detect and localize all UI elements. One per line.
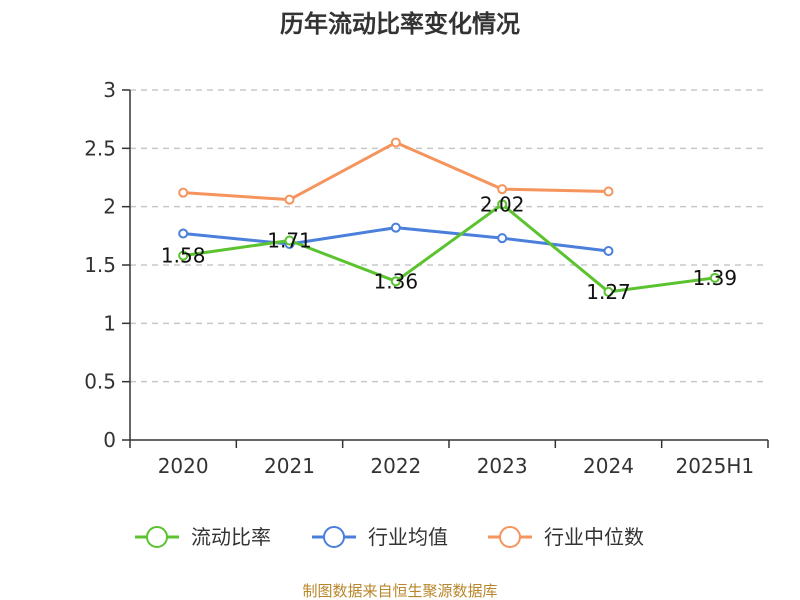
data-labels: 1.58 1.71 1.36 2.02 1.27 1.39 bbox=[161, 192, 737, 304]
y-tick-label: 3 bbox=[103, 78, 116, 102]
data-point[interactable] bbox=[390, 137, 401, 148]
data-point[interactable] bbox=[284, 235, 295, 246]
data-point[interactable] bbox=[284, 194, 295, 205]
data-label: 1.39 bbox=[693, 266, 738, 290]
legend-marker bbox=[323, 526, 345, 548]
y-tick-label: 0.5 bbox=[84, 370, 116, 394]
data-point[interactable] bbox=[390, 222, 401, 233]
legend-marker bbox=[499, 526, 521, 548]
legend-item[interactable]: 行业均值 bbox=[312, 525, 448, 549]
data-point[interactable] bbox=[497, 199, 508, 210]
data-point[interactable] bbox=[390, 276, 401, 287]
series-lines bbox=[178, 137, 720, 297]
y-tick-label: 2.5 bbox=[84, 136, 116, 160]
data-label: 1.58 bbox=[161, 244, 206, 268]
legend-item[interactable]: 流动比率 bbox=[135, 525, 271, 549]
data-label: 1.27 bbox=[586, 280, 631, 304]
data-point[interactable] bbox=[603, 286, 614, 297]
data-point[interactable] bbox=[178, 228, 189, 239]
data-label: 1.36 bbox=[374, 269, 419, 293]
axes: 0 0.5 1 1.5 2 2.5 3 2020 2021 2022 2023 2024 2025H1 bbox=[84, 78, 769, 478]
legend-label: 流动比率 bbox=[191, 525, 271, 549]
y-tick-label: 1.5 bbox=[84, 253, 116, 277]
source-note: 制图数据来自恒生聚源数据库 bbox=[302, 582, 497, 600]
y-tick-label: 1 bbox=[103, 311, 116, 335]
legend-marker bbox=[146, 526, 168, 548]
x-tick-label: 2022 bbox=[370, 454, 421, 478]
legend[interactable]: 流动比率 行业均值 行业中位数 bbox=[135, 525, 644, 549]
data-label: 2.02 bbox=[480, 192, 525, 216]
x-tick-label: 2023 bbox=[477, 454, 528, 478]
data-point[interactable] bbox=[178, 250, 189, 261]
data-point[interactable] bbox=[497, 184, 508, 195]
data-point[interactable] bbox=[603, 246, 614, 256]
data-point[interactable] bbox=[497, 233, 508, 244]
data-point[interactable] bbox=[709, 272, 720, 283]
data-point[interactable] bbox=[603, 186, 614, 197]
data-label: 1.71 bbox=[267, 229, 312, 253]
series-line-1 bbox=[182, 202, 716, 294]
y-tick-label: 2 bbox=[103, 195, 116, 219]
data-point[interactable] bbox=[178, 187, 189, 198]
legend-label: 行业中位数 bbox=[544, 525, 644, 549]
legend-label: 行业均值 bbox=[368, 525, 448, 549]
x-tick-label: 2021 bbox=[264, 454, 315, 478]
y-tick-label: 0 bbox=[103, 428, 116, 452]
legend-item[interactable]: 行业中位数 bbox=[488, 525, 644, 549]
grid-lines bbox=[130, 89, 768, 383]
x-tick-label: 2020 bbox=[158, 454, 209, 478]
x-tick-label: 2025H1 bbox=[675, 454, 754, 478]
x-tick-label: 2024 bbox=[583, 454, 634, 478]
chart-title: 历年流动比率变化情况 bbox=[280, 10, 520, 38]
series-line-3 bbox=[183, 141, 609, 202]
